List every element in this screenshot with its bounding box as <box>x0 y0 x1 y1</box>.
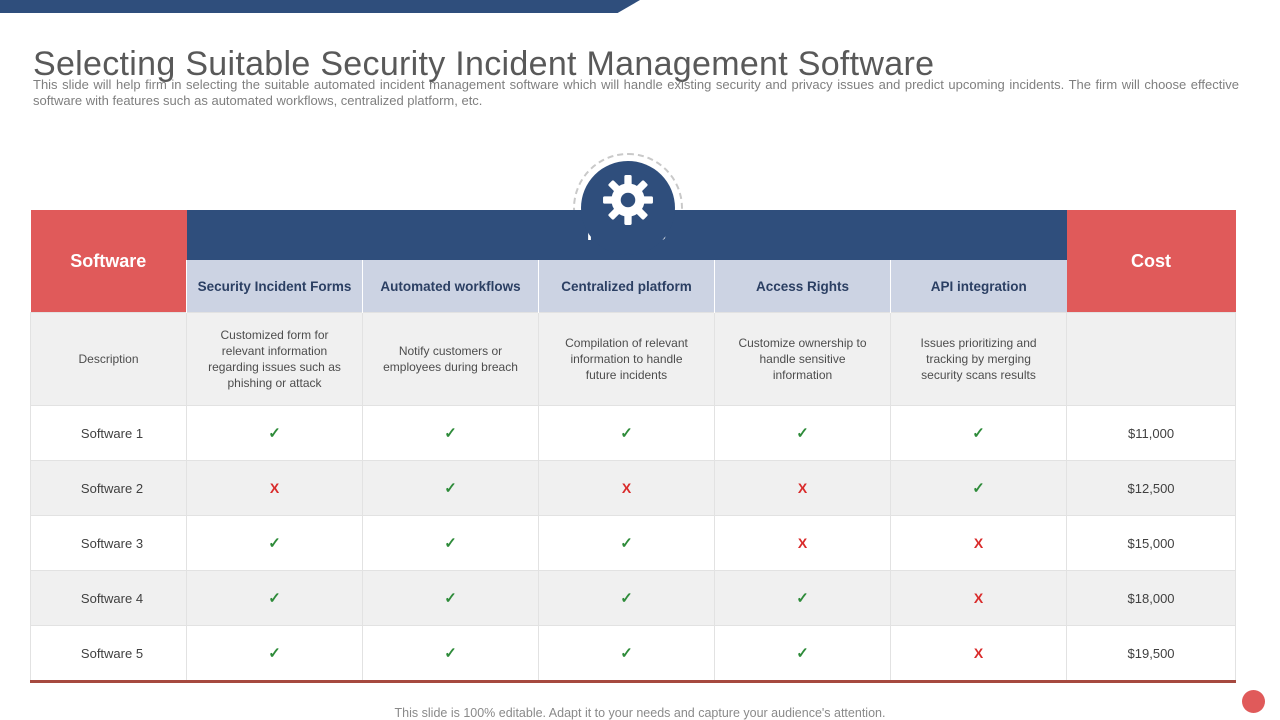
table-row: Software 3 ✓ ✓ ✓ X X $15,000 <box>30 515 1237 571</box>
cost-value: $15,000 <box>1066 515 1237 571</box>
feature-mark: ✓ <box>444 590 457 607</box>
feature-mark: ✓ <box>620 425 633 442</box>
table-row: Software 5 ✓ ✓ ✓ ✓ X $19,500 <box>30 625 1237 682</box>
cost-value: $11,000 <box>1066 405 1237 461</box>
gear-badge <box>573 153 683 263</box>
software-header: Software <box>30 210 187 313</box>
feature-description: Compilation of relevant information to h… <box>538 312 715 406</box>
footer-note: This slide is 100% editable. Adapt it to… <box>394 705 886 720</box>
feature-name-header: Access Rights <box>714 260 891 313</box>
gear-icon <box>602 174 654 231</box>
feature-mark: ✓ <box>444 645 457 662</box>
feature-names-row: Security Incident Forms Automated workfl… <box>31 260 1236 313</box>
software-name: Software 4 <box>30 570 187 626</box>
feature-mark: ✓ <box>268 535 281 552</box>
feature-mark: X <box>973 535 984 551</box>
table-row: Software 4 ✓ ✓ ✓ ✓ X $18,000 <box>30 570 1237 626</box>
feature-description: Customize ownership to handle sensitive … <box>714 312 891 406</box>
feature-name-header: Security Incident Forms <box>186 260 363 313</box>
feature-mark: X <box>621 480 632 496</box>
feature-mark: ✓ <box>620 590 633 607</box>
feature-name-header: Automated workflows <box>362 260 539 313</box>
feature-mark: ✓ <box>268 645 281 662</box>
red-dot <box>1242 690 1265 713</box>
comparison-table: Software Features Cost Security Incident… <box>30 210 1237 683</box>
feature-mark: X <box>973 590 984 606</box>
feature-description: Notify customers or employees during bre… <box>362 312 539 406</box>
top-banner <box>0 0 640 13</box>
page-title: Selecting Suitable Security Incident Man… <box>33 44 935 83</box>
cost-header: Cost <box>1066 210 1236 313</box>
software-name: Software 1 <box>30 405 187 461</box>
feature-name-header: Centralized platform <box>538 260 715 313</box>
description-label: Description <box>30 312 187 406</box>
feature-description: Issues prioritizing and tracking by merg… <box>889 312 1068 406</box>
feature-mark: X <box>797 535 808 551</box>
feature-description: Customized form for relevant information… <box>186 312 363 406</box>
feature-mark: ✓ <box>796 425 809 442</box>
slide-subtitle: This slide will help firm in selecting t… <box>33 77 1239 108</box>
feature-mark: ✓ <box>444 535 457 552</box>
software-name: Software 2 <box>30 460 187 516</box>
feature-mark: X <box>269 480 280 496</box>
table-row: Software 2 X ✓ X X ✓ $12,500 <box>30 460 1237 516</box>
cost-value: $19,500 <box>1066 625 1237 682</box>
feature-mark: ✓ <box>268 590 281 607</box>
table-row: Software 1 ✓ ✓ ✓ ✓ ✓ $11,000 <box>30 405 1237 461</box>
feature-mark: ✓ <box>972 425 985 442</box>
feature-mark: X <box>797 480 808 496</box>
cost-value: $18,000 <box>1066 570 1237 626</box>
cost-value: $12,500 <box>1066 460 1237 516</box>
feature-mark: ✓ <box>620 535 633 552</box>
gear-circle <box>581 161 675 255</box>
feature-mark: ✓ <box>268 425 281 442</box>
feature-mark: ✓ <box>444 480 457 497</box>
feature-mark: ✓ <box>972 480 985 497</box>
feature-name-header: API integration <box>889 260 1067 313</box>
description-row: Description Customized form for relevant… <box>30 312 1237 406</box>
feature-mark: ✓ <box>444 425 457 442</box>
feature-mark: ✓ <box>796 645 809 662</box>
feature-mark: ✓ <box>796 590 809 607</box>
empty-cell <box>1066 312 1237 406</box>
feature-mark: X <box>973 645 984 661</box>
software-name: Software 3 <box>30 515 187 571</box>
software-name: Software 5 <box>30 625 187 682</box>
feature-mark: ✓ <box>620 645 633 662</box>
